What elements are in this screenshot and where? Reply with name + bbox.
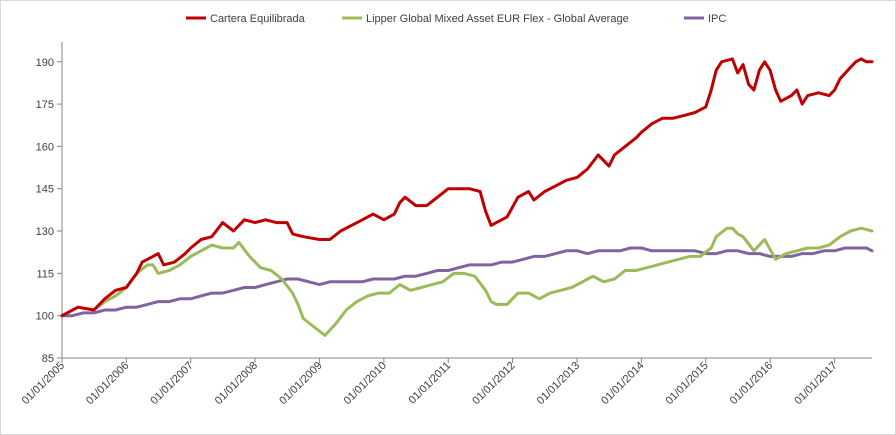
legend: Cartera Equilibrada Lipper Global Mixed … — [186, 13, 726, 25]
legend-label-lipper-global: Lipper Global Mixed Asset EUR Flex - Glo… — [366, 13, 629, 25]
legend-label-cartera-equilibrada: Cartera Equilibrada — [210, 13, 306, 25]
y-axis: 85 100 115 130 145 160 175 190 — [36, 42, 63, 365]
y-tick-label: 85 — [42, 353, 54, 365]
y-tick-label: 160 — [36, 141, 54, 153]
legend-item-cartera-equilibrada: Cartera Equilibrada — [186, 13, 306, 25]
series-layer — [60, 57, 874, 337]
series-line-cartera-equilibrada — [60, 57, 874, 318]
series-line-ipc — [60, 246, 874, 318]
legend-item-lipper-global: Lipper Global Mixed Asset EUR Flex - Glo… — [342, 13, 629, 25]
legend-item-ipc: IPC — [684, 13, 726, 25]
y-tick-label: 145 — [36, 184, 54, 196]
y-tick-label: 130 — [36, 226, 54, 238]
y-tick-label: 100 — [36, 311, 54, 323]
y-tick-label: 175 — [36, 99, 54, 111]
legend-label-ipc: IPC — [708, 13, 726, 25]
y-tick-label: 190 — [36, 57, 54, 69]
y-tick-label: 115 — [36, 268, 54, 280]
series-line-lipper-global — [60, 226, 874, 337]
